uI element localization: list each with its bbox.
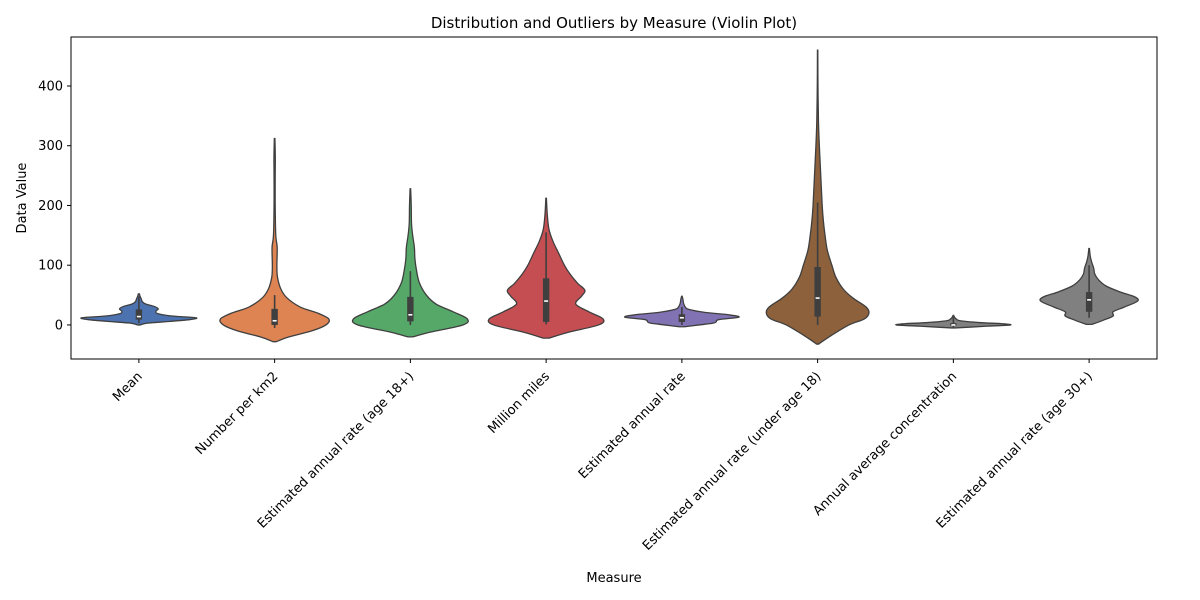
x-tick-label: Annual average concentration <box>810 369 960 519</box>
plot-frame <box>70 36 1158 360</box>
x-tick-label: Million miles <box>485 369 553 437</box>
violin-iqr-box <box>542 278 550 322</box>
x-tick-label: Mean <box>110 369 146 405</box>
y-tick-label: 0 <box>55 318 63 333</box>
violin-group <box>895 314 1012 329</box>
violin-group <box>487 197 605 339</box>
x-tick-label: Estimated annual rate <box>576 369 689 482</box>
violin-group <box>80 293 198 326</box>
violin-body <box>765 49 870 345</box>
violin-group <box>765 49 870 345</box>
x-tick-label: Estimated annual rate (age 18+) <box>255 369 417 531</box>
y-tick-label: 400 <box>38 79 63 94</box>
violin-group <box>219 137 330 343</box>
x-tick-label: Estimated annual rate (age 30+) <box>934 369 1096 531</box>
x-tick-label: Number per km2 <box>193 369 282 458</box>
violin-group <box>1039 247 1139 325</box>
chart-title: Distribution and Outliers by Measure (Vi… <box>431 14 797 32</box>
violin-body <box>219 137 330 343</box>
violin-iqr-box <box>1085 292 1093 312</box>
violin-iqr-box <box>407 296 414 322</box>
violin-iqr-box <box>135 309 143 320</box>
y-tick-label: 300 <box>38 139 63 154</box>
violin-iqr-box <box>271 308 278 325</box>
violin-group <box>623 295 740 328</box>
violin-body <box>351 188 469 338</box>
violin-group <box>351 188 469 338</box>
x-axis-title: Measure <box>586 571 641 586</box>
y-tick-label: 100 <box>38 259 63 274</box>
y-axis-title: Data Value <box>15 163 30 234</box>
y-tick-label: 200 <box>38 199 63 214</box>
violin-iqr-box <box>814 267 821 317</box>
